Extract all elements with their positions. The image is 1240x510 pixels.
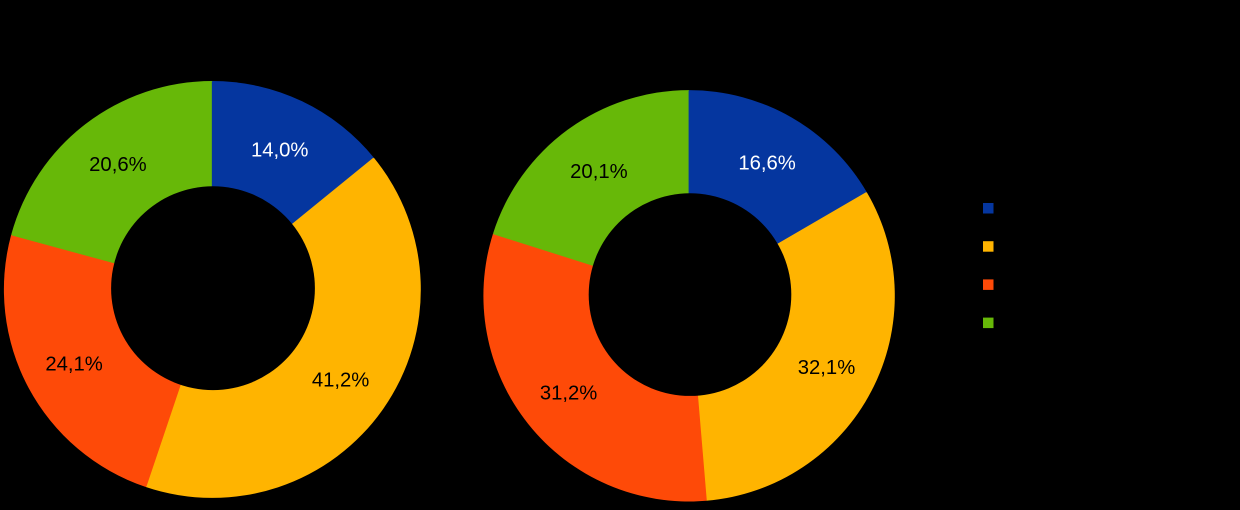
svg-text:16,6%: 16,6% (738, 152, 796, 174)
svg-text:31,2%: 31,2% (540, 382, 598, 404)
svg-text:20,6%: 20,6% (89, 154, 147, 176)
svg-text:32,1%: 32,1% (798, 357, 856, 379)
svg-text:20,1%: 20,1% (570, 161, 628, 183)
svg-text:24,1%: 24,1% (45, 354, 103, 376)
svg-text:41,2%: 41,2% (312, 369, 370, 391)
svg-text:14,0%: 14,0% (251, 140, 309, 162)
